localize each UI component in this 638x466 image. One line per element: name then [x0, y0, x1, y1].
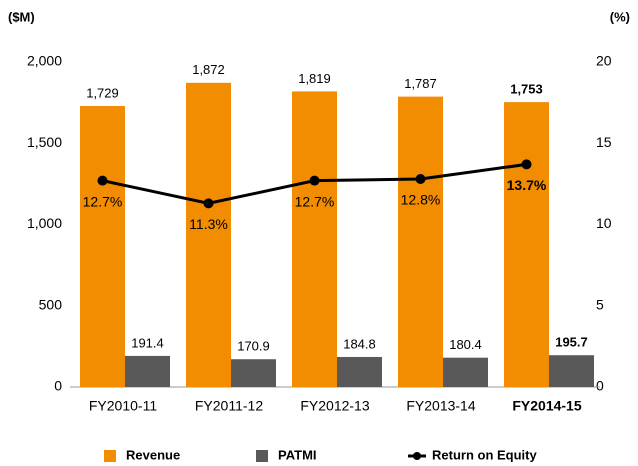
data-label: 12.7% — [83, 193, 123, 209]
y2-tick-label: 0 — [596, 378, 604, 394]
y2-tick-label: 10 — [596, 215, 612, 231]
line-point — [521, 159, 532, 170]
bar — [398, 96, 443, 388]
legend-swatch — [256, 450, 268, 462]
legend-label: Revenue — [126, 447, 180, 462]
y-tick-label: 500 — [39, 296, 63, 312]
bar — [292, 91, 337, 387]
bar — [231, 359, 276, 387]
data-label: 12.7% — [295, 193, 335, 209]
y2-tick-label: 5 — [596, 296, 604, 312]
data-label: 1,729 — [86, 85, 119, 100]
data-label: 1,753 — [510, 82, 543, 97]
y2-axis-title: (%) — [610, 9, 630, 24]
data-label: 195.7 — [555, 335, 588, 350]
y-tick-label: 1,000 — [27, 215, 62, 231]
data-label: 13.7% — [507, 177, 547, 193]
bar — [186, 82, 231, 388]
line-point — [97, 175, 108, 186]
x-tick-label: FY2014-15 — [512, 398, 581, 414]
data-label: 11.3% — [189, 216, 228, 232]
legend-swatch — [104, 450, 116, 462]
data-label: 184.8 — [343, 336, 376, 351]
y-axis-title: ($M) — [8, 9, 35, 24]
line-point — [203, 198, 214, 209]
x-tick-label: FY2012-13 — [300, 398, 369, 414]
data-label: 12.8% — [401, 192, 441, 208]
line-point — [309, 175, 320, 186]
line-point — [415, 174, 426, 184]
data-label: 180.4 — [449, 337, 482, 352]
legend-label: PATMI — [278, 447, 317, 462]
data-label: 1,819 — [298, 71, 331, 86]
y-tick-label: 0 — [54, 378, 62, 394]
data-label: 1,872 — [192, 62, 225, 77]
bar — [125, 355, 170, 387]
legend-label: Return on Equity — [432, 447, 537, 462]
y-tick-label: 1,500 — [27, 134, 62, 150]
bar — [80, 106, 125, 387]
x-tick-label: FY2011-12 — [195, 398, 263, 414]
bar — [504, 102, 549, 387]
data-label: 170.9 — [237, 339, 270, 354]
data-label: 1,787 — [404, 76, 437, 91]
x-tick-label: FY2013-14 — [406, 398, 475, 414]
bar — [443, 357, 488, 387]
bar — [337, 356, 382, 387]
legend-point — [413, 452, 421, 460]
y-tick-label: 2,000 — [27, 53, 62, 69]
bar — [549, 355, 594, 387]
y2-tick-label: 20 — [596, 53, 612, 69]
x-tick-label: FY2010-11 — [89, 398, 157, 414]
data-label: 191.4 — [131, 335, 164, 350]
y2-tick-label: 15 — [596, 134, 612, 150]
